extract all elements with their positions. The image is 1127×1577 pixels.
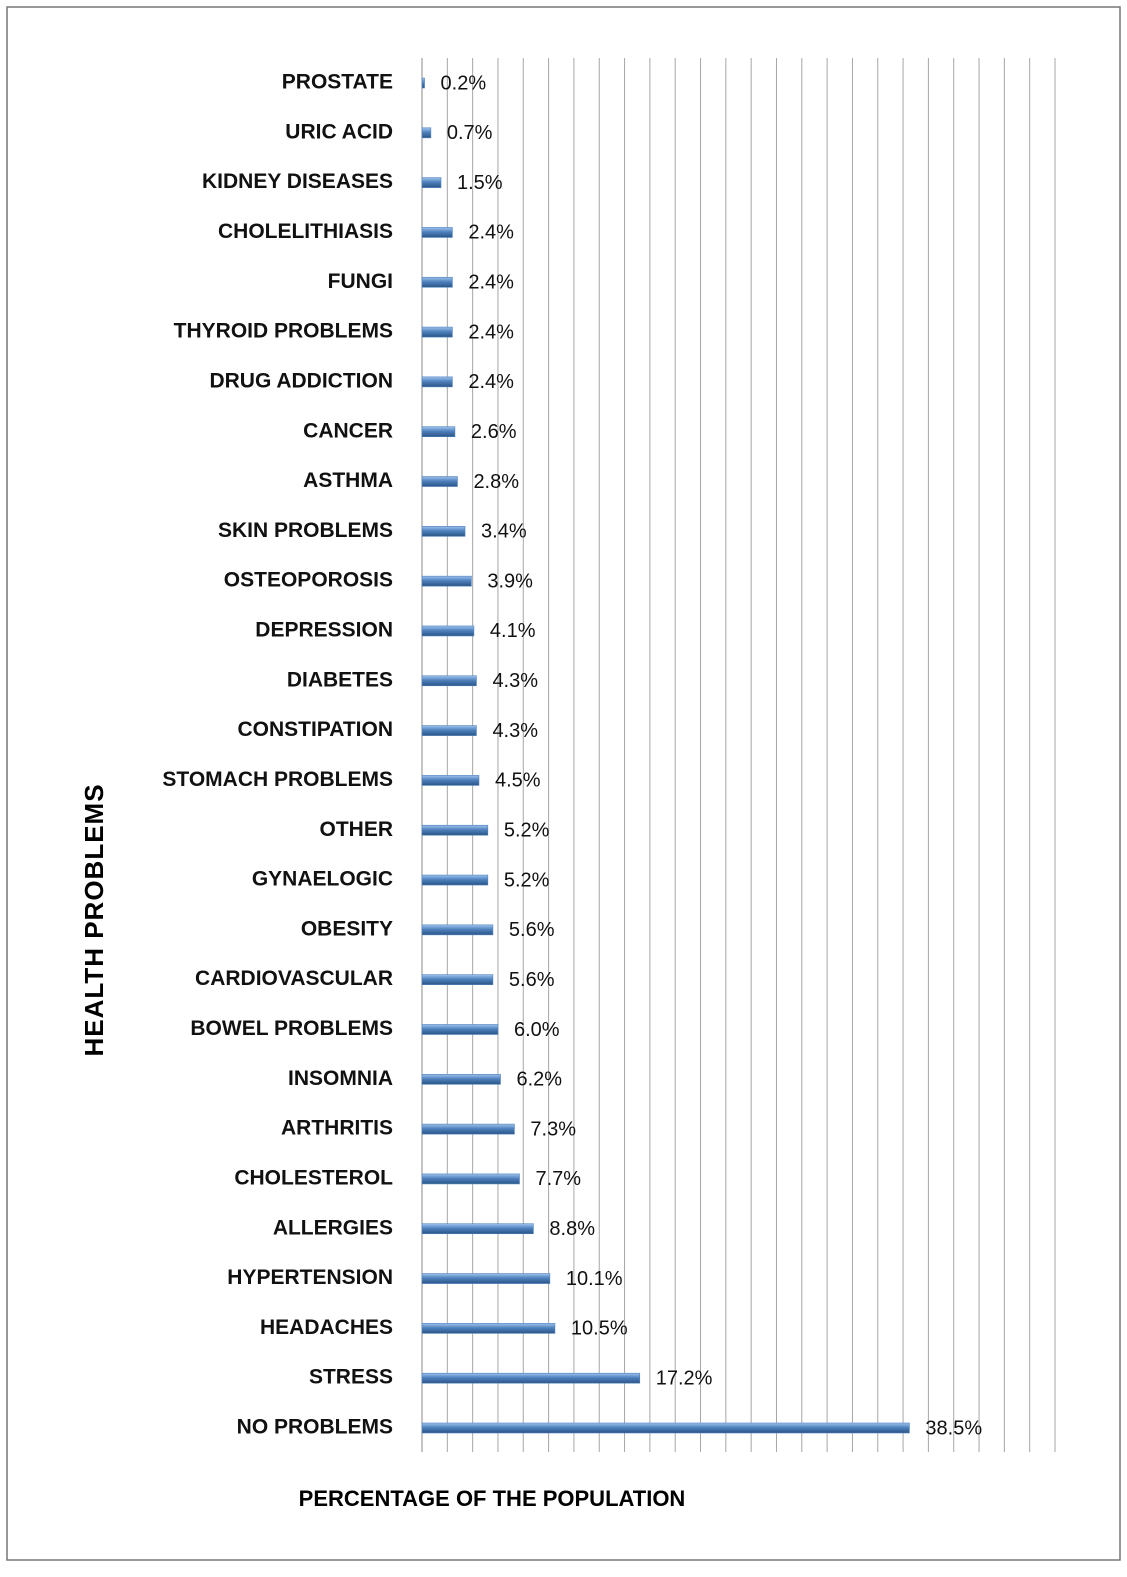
value-label: 4.3% xyxy=(492,670,538,692)
value-label: 8.8% xyxy=(549,1218,595,1240)
y-tick-label: GYNAELOGIC xyxy=(252,868,393,891)
bar xyxy=(421,526,466,537)
bar xyxy=(421,924,494,936)
y-tick-label: STRESS xyxy=(309,1366,393,1389)
chart-border xyxy=(6,6,1121,1561)
bar xyxy=(421,1073,501,1085)
value-label: 1.5% xyxy=(457,172,503,194)
bar xyxy=(421,227,453,238)
y-tick-label: CANCER xyxy=(303,419,393,442)
y-tick-label: DEPRESSION xyxy=(255,619,393,642)
y-tick-label: INSOMNIA xyxy=(288,1067,393,1090)
value-label: 38.5% xyxy=(925,1417,982,1439)
y-tick-label: OSTEOPOROSIS xyxy=(224,569,393,592)
y-tick-label: DRUG ADDICTION xyxy=(209,369,393,392)
bars: PROSTATE 0.2% URIC ACID 0.7% KIDNEY DISEASES… xyxy=(162,71,982,1440)
y-tick-label: SKIN PROBLEMS xyxy=(218,519,393,542)
y-tick-label: OBESITY xyxy=(301,917,393,940)
value-label: 4.3% xyxy=(492,720,538,742)
value-label: 6.0% xyxy=(514,1019,560,1041)
y-tick-label: HEADACHES xyxy=(260,1316,393,1339)
bar xyxy=(421,1223,534,1235)
value-label: 17.2% xyxy=(656,1367,713,1389)
bar xyxy=(421,775,480,786)
value-label: 5.2% xyxy=(504,869,550,891)
y-tick-label: CHOLESTEROL xyxy=(234,1166,393,1189)
bar xyxy=(421,1323,556,1334)
bar xyxy=(421,1123,515,1135)
bar xyxy=(421,1173,520,1185)
bar xyxy=(421,824,489,836)
value-label: 2.4% xyxy=(468,371,514,393)
bar xyxy=(421,476,458,487)
y-tick-label: THYROID PROBLEMS xyxy=(174,320,393,343)
bar xyxy=(421,326,453,338)
y-tick-label: PROSTATE xyxy=(282,71,393,94)
bar xyxy=(421,1372,641,1384)
bar xyxy=(421,1024,499,1035)
bar xyxy=(421,575,472,587)
value-label: 0.7% xyxy=(447,122,493,144)
y-tick-label: URIC ACID xyxy=(285,120,393,143)
bar xyxy=(421,426,456,438)
bar xyxy=(421,376,453,388)
y-tick-label: ASTHMA xyxy=(303,469,393,492)
value-label: 10.5% xyxy=(571,1318,628,1340)
y-tick-label: ALLERGIES xyxy=(273,1216,393,1239)
bar xyxy=(421,77,425,89)
y-axis-title: HEALTH PROBLEMS xyxy=(79,783,109,1056)
bar xyxy=(421,675,477,687)
bar xyxy=(421,874,489,886)
value-label: 5.6% xyxy=(509,969,555,991)
value-label: 4.5% xyxy=(495,770,541,792)
y-tick-label: ARTHRITIS xyxy=(281,1117,393,1140)
value-label: 2.6% xyxy=(471,421,517,443)
y-tick-label: HYPERTENSION xyxy=(227,1266,393,1289)
bar xyxy=(421,625,475,637)
y-tick-label: STOMACH PROBLEMS xyxy=(162,768,393,791)
value-label: 3.4% xyxy=(481,521,527,543)
value-label: 10.1% xyxy=(566,1268,623,1290)
value-label: 7.7% xyxy=(535,1168,581,1190)
value-label: 6.2% xyxy=(516,1069,562,1091)
y-tick-label: CONSTIPATION xyxy=(237,718,393,741)
x-axis-title: PERCENTAGE OF THE POPULATION xyxy=(299,1486,686,1511)
value-label: 5.2% xyxy=(504,820,550,842)
value-label: 2.4% xyxy=(468,321,514,343)
value-label: 3.9% xyxy=(487,570,533,592)
y-tick-label: CHOLELITHIASIS xyxy=(218,220,393,243)
grid xyxy=(421,58,1056,1452)
bar xyxy=(421,177,442,188)
bar xyxy=(421,974,494,985)
bar xyxy=(421,1422,910,1434)
y-tick-label: DIABETES xyxy=(287,668,393,691)
value-label: 0.2% xyxy=(441,72,487,94)
y-tick-label: OTHER xyxy=(320,818,394,841)
y-tick-label: KIDNEY DISEASES xyxy=(202,170,393,193)
value-label: 2.4% xyxy=(468,222,514,244)
value-label: 7.3% xyxy=(530,1118,576,1140)
y-tick-label: FUNGI xyxy=(328,270,393,293)
bar xyxy=(421,127,432,139)
value-label: 2.8% xyxy=(473,471,519,493)
bar xyxy=(421,276,453,288)
y-tick-label: BOWEL PROBLEMS xyxy=(190,1017,393,1040)
bar xyxy=(421,725,477,736)
value-label: 2.4% xyxy=(468,272,514,294)
bar xyxy=(421,1273,551,1284)
value-label: 5.6% xyxy=(509,919,555,941)
y-tick-label: NO PROBLEMS xyxy=(237,1416,393,1439)
y-tick-label: CARDIOVASCULAR xyxy=(195,967,393,990)
value-label: 4.1% xyxy=(490,620,536,642)
